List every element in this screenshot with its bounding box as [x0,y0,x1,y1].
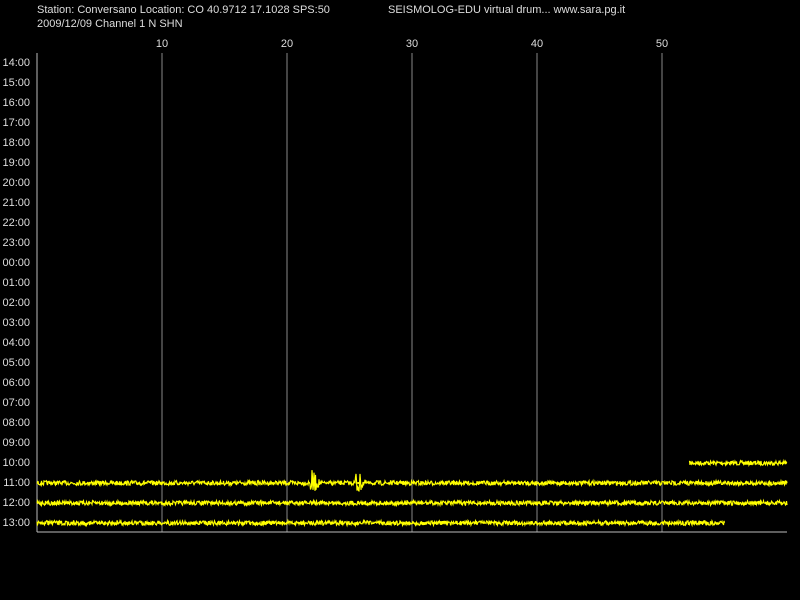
trace [36,518,726,528]
row-label: 22:00 [2,217,30,229]
caption: SEISMOLOG-EDU virtual drum... www.sara.p… [388,4,625,16]
row-label: 07:00 [2,397,30,409]
row-label: 04:00 [2,337,30,349]
row-label: 06:00 [2,377,30,389]
row-label: 13:00 [2,517,30,529]
row-label: 14:00 [2,57,30,69]
row-label: 05:00 [2,357,30,369]
row-label: 02:00 [2,297,30,309]
trace [36,470,788,492]
row-label: 03:00 [2,317,30,329]
row-label: 01:00 [2,277,30,289]
x-tick-label: 10 [156,38,168,50]
row-label: 08:00 [2,417,30,429]
row-label: 18:00 [2,137,30,149]
row-label: 20:00 [2,177,30,189]
title: Station: Conversano Location: CO 40.9712… [37,4,330,16]
x-tick-label: 20 [281,38,293,50]
row-label: 09:00 [2,437,30,449]
row-label: 19:00 [2,157,30,169]
row-label: 00:00 [2,257,30,269]
trace [688,458,788,468]
x-tick-label: 40 [531,38,543,50]
subtitle: 2009/12/09 Channel 1 N SHN [37,18,183,30]
row-label: 17:00 [2,117,30,129]
row-label: 23:00 [2,237,30,249]
x-tick-label: 30 [406,38,418,50]
row-label: 16:00 [2,97,30,109]
row-label: 15:00 [2,77,30,89]
x-tick-label: 50 [656,38,668,50]
row-label: 10:00 [2,457,30,469]
trace [36,498,788,508]
row-label: 12:00 [2,497,30,509]
row-label: 21:00 [2,197,30,209]
row-label: 11:00 [3,477,30,489]
